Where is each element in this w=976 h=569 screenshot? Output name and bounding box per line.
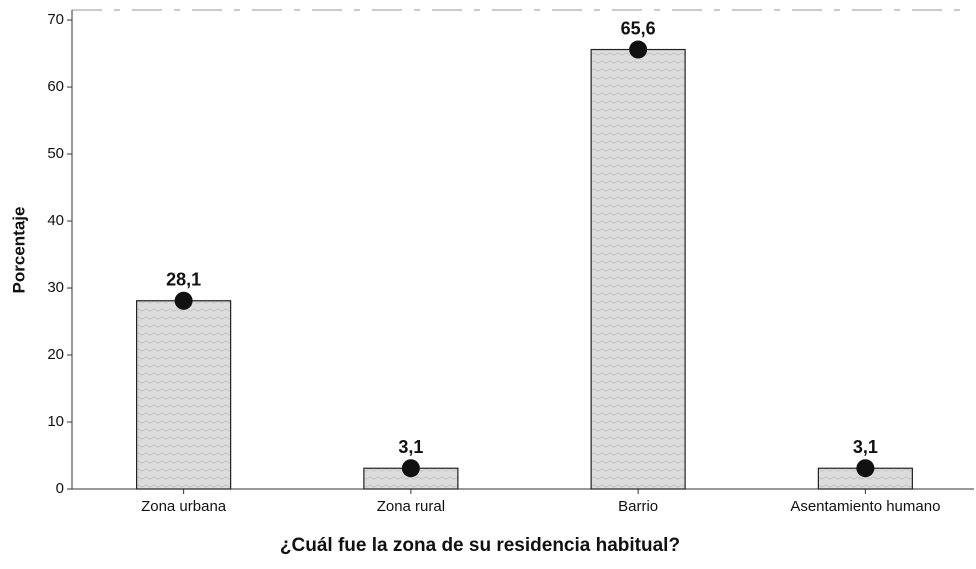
point [401,459,420,478]
bar [136,300,232,490]
point [629,40,648,59]
x-tick-label: Zona rural [377,498,445,515]
x-tick-label: Asentamiento humano [790,498,940,515]
y-tick-label: 60 [47,78,64,95]
y-axis-title: Porcentaje [9,207,28,294]
y-tick-label: 10 [47,413,64,430]
y-tick-label: 50 [47,145,64,162]
x-tick-label: Zona urbana [141,498,227,515]
x-axis-title: ¿Cuál fue la zona de su residencia habit… [280,535,680,556]
value-label: 65,6 [621,18,656,38]
y-tick-label: 30 [47,279,64,296]
value-label: 28,1 [166,269,201,289]
y-tick-label: 70 [47,11,64,28]
point [174,291,193,310]
y-tick-label: 0 [56,480,64,497]
bar [590,48,686,490]
x-tick-label: Barrio [618,498,658,515]
point [856,459,875,478]
value-label: 3,1 [398,437,423,457]
value-label: 3,1 [853,437,878,457]
y-tick-label: 40 [47,212,64,229]
y-tick-label: 20 [47,346,64,363]
